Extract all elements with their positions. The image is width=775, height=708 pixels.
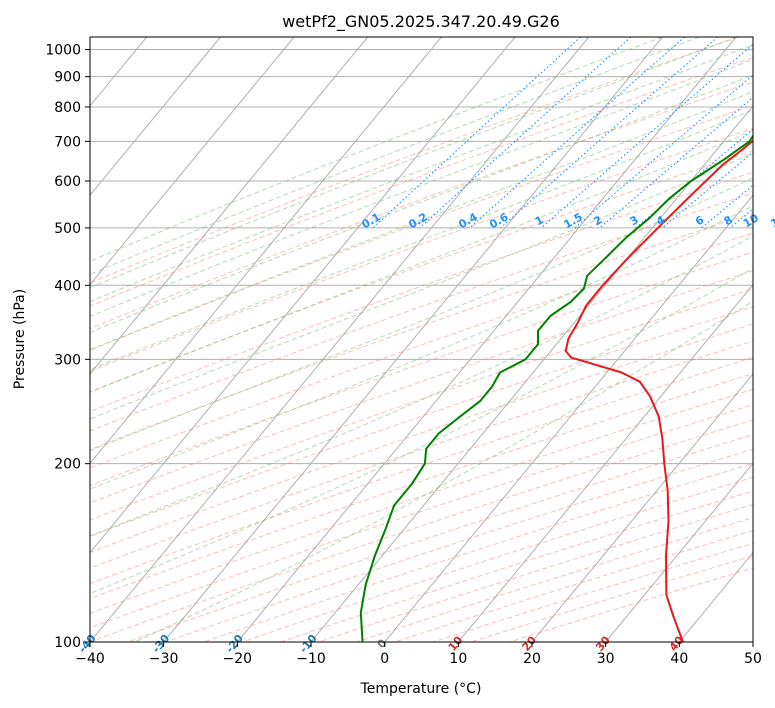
moist-adiabat-line — [134, 300, 753, 642]
y-tick-label: 500 — [54, 221, 81, 237]
moist-adiabat-line — [90, 177, 753, 452]
isotherm-line — [310, 105, 753, 642]
dry-adiabat-line — [90, 288, 753, 521]
moist-adiabat-line — [90, 152, 753, 420]
dry-adiabat-line — [90, 56, 753, 307]
mixing-ratio-line — [372, 37, 581, 229]
dry-adiabat-line — [90, 270, 753, 504]
dry-adiabat-line — [127, 434, 753, 642]
moist-adiabat-line — [90, 205, 753, 490]
dry-adiabat-line — [90, 232, 753, 469]
y-axis-label: Pressure (hPa) — [12, 289, 28, 389]
x-axis-ticks: −40 −30 −20 −10 0 10 20 30 40 50 — [75, 642, 762, 667]
isotherm-line — [90, 37, 516, 554]
moist-adiabat-line — [90, 37, 663, 262]
moist-adiabat-line — [90, 129, 753, 393]
isotherm-line — [457, 283, 753, 642]
moist-adiabat-line — [90, 37, 700, 275]
isotherm-line — [90, 37, 442, 465]
isotherm-line — [90, 37, 221, 196]
dry-adiabat-line — [203, 462, 753, 642]
isotherm-line — [236, 37, 737, 642]
dry-adiabat-line — [90, 37, 739, 284]
plot-frame — [89, 36, 754, 643]
y-axis-ticks: 100 200 300 400 500 600 700 800 900 1000 — [45, 43, 90, 651]
mixing-ratio-line — [469, 37, 685, 229]
dry-adiabat-line — [90, 340, 753, 569]
y-tick-label: 100 — [54, 635, 81, 651]
isotherm-line — [90, 37, 369, 375]
y-tick-label: 200 — [54, 457, 81, 473]
isotherm-line — [90, 37, 295, 286]
moist-adiabat-line — [90, 91, 753, 351]
y-tick-label: 900 — [54, 70, 81, 86]
y-tick-label: 700 — [54, 134, 81, 150]
dry-adiabat-line — [90, 323, 753, 553]
moist-adiabat-line — [90, 58, 753, 317]
isotherm-line — [605, 462, 753, 642]
x-tick-label: 50 — [744, 651, 762, 667]
y-tick-label: 600 — [54, 174, 81, 190]
isotherm-lines — [90, 37, 753, 642]
dry-adiabat-line — [241, 476, 753, 642]
dry-adiabat-line — [90, 372, 753, 600]
mixing-ratio-line — [599, 96, 753, 229]
dry-adiabat-line — [90, 127, 753, 372]
x-tick-label: −40 — [75, 651, 105, 667]
dry-adiabat-line — [90, 251, 753, 487]
x-tick-label: 10 — [449, 651, 467, 667]
moist-adiabat-line — [90, 37, 737, 289]
x-tick-label: 40 — [670, 651, 688, 667]
x-tick-label: 20 — [523, 651, 541, 667]
moist-adiabat-line — [90, 44, 753, 303]
mixing-ratio-line — [574, 74, 753, 229]
y-tick-label: 300 — [54, 352, 81, 368]
x-tick-label: −20 — [223, 651, 253, 667]
mixing-ratio-lines — [372, 37, 753, 229]
chart-title: wetPf2_GN05.2025.347.20.49.G26 — [282, 12, 560, 32]
y-tick-label: 1000 — [45, 43, 81, 59]
isotherm-line — [90, 37, 590, 642]
isotherm-line — [384, 194, 753, 642]
moist-adiabat-line — [90, 109, 753, 371]
temperature-line — [564, 139, 753, 642]
mixing-ratio-label: 13 — [768, 211, 775, 230]
x-tick-label: −30 — [149, 651, 179, 667]
x-tick-label: 0 — [380, 651, 389, 667]
moist-adiabat-line — [90, 74, 753, 333]
isotherm-line — [531, 373, 753, 642]
moist-adiabat-line — [90, 267, 753, 595]
profile-lines — [359, 134, 753, 642]
dry-adiabat-line — [90, 356, 753, 585]
mixing-ratio-line — [540, 43, 753, 229]
x-tick-label: 30 — [597, 651, 615, 667]
y-tick-label: 400 — [54, 278, 81, 294]
mixing-ratio-line — [500, 37, 719, 229]
dry-adiabat-line — [90, 192, 753, 432]
x-axis-label: Temperature (°C) — [360, 681, 482, 697]
x-tick-label: −10 — [296, 651, 326, 667]
dewpoint-line — [359, 134, 753, 642]
y-tick-label: 800 — [54, 100, 81, 116]
moist-adiabat-lines — [90, 37, 753, 642]
dry-adiabat-line — [90, 419, 753, 642]
mixing-ratio-line — [419, 37, 632, 229]
dry-adiabat-line — [165, 448, 753, 642]
